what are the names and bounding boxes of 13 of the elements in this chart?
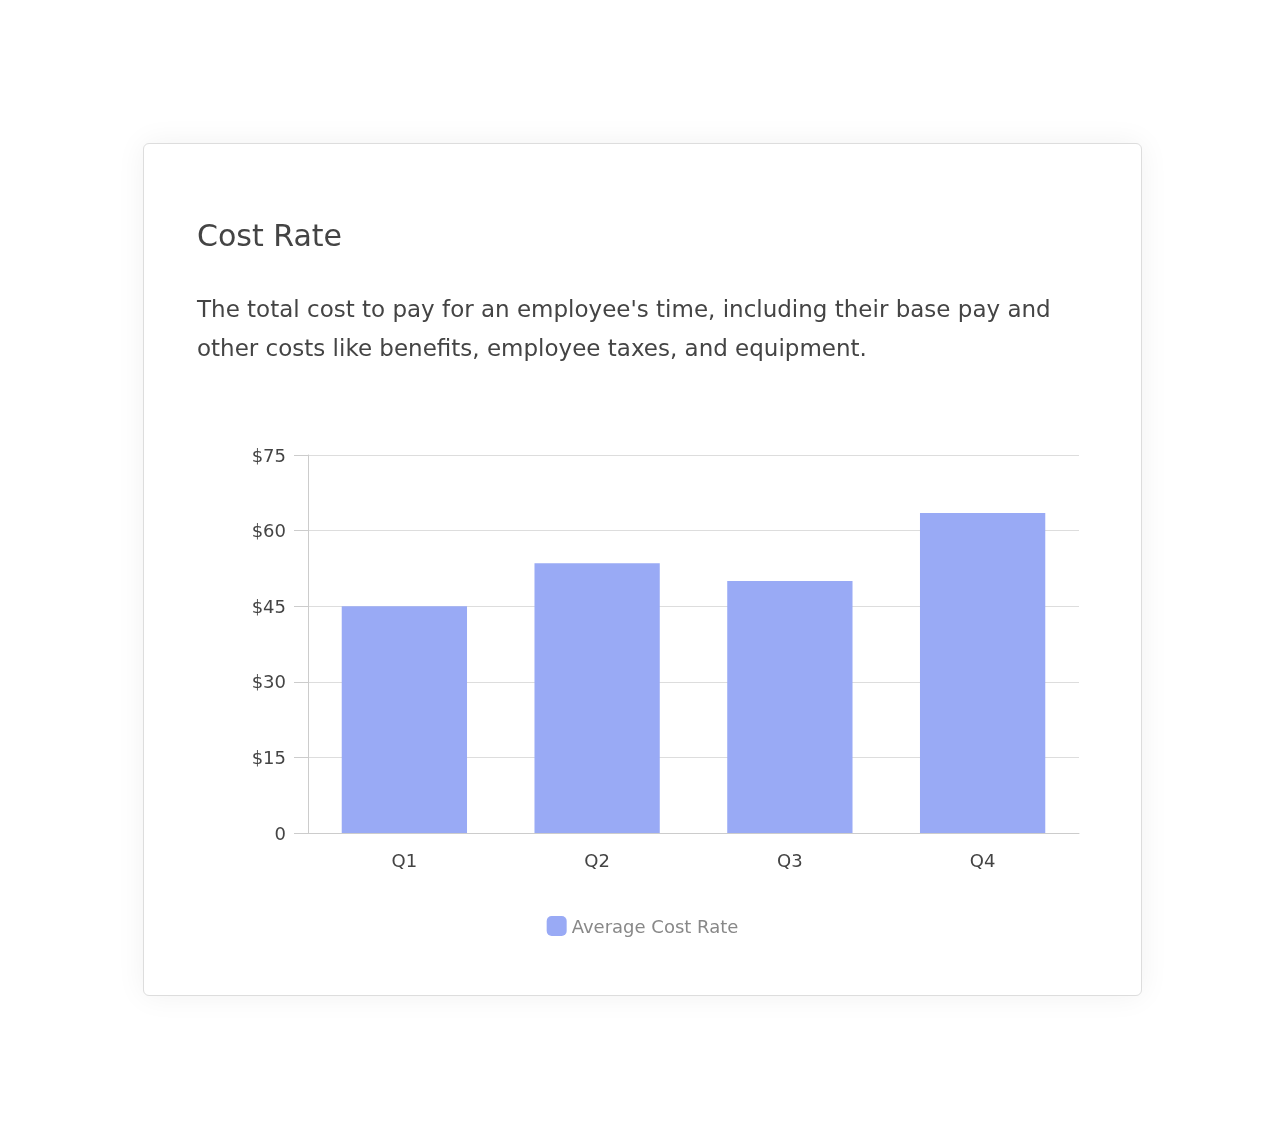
y-tick-label: $15 (251, 746, 286, 768)
y-tick-label: $30 (251, 671, 286, 693)
y-tick-label: $75 (251, 444, 286, 466)
chart-subtitle: The total cost to pay for an employee's time, including their base pay and other costs like benefits, employee taxes, and equipment. (197, 295, 1052, 363)
x-tick-label: Q4 (969, 849, 996, 871)
legend-label: Average Cost Rate (571, 915, 739, 937)
x-tick-label: Q1 (391, 849, 418, 871)
x-tick-label: Q2 (584, 849, 610, 871)
chart-title: Cost Rate (197, 218, 343, 253)
x-tick-label: Q3 (777, 849, 803, 871)
y-tick-label: $60 (251, 520, 286, 542)
y-tick-label: $45 (251, 595, 286, 617)
y-tick-label: 0 (274, 822, 286, 844)
